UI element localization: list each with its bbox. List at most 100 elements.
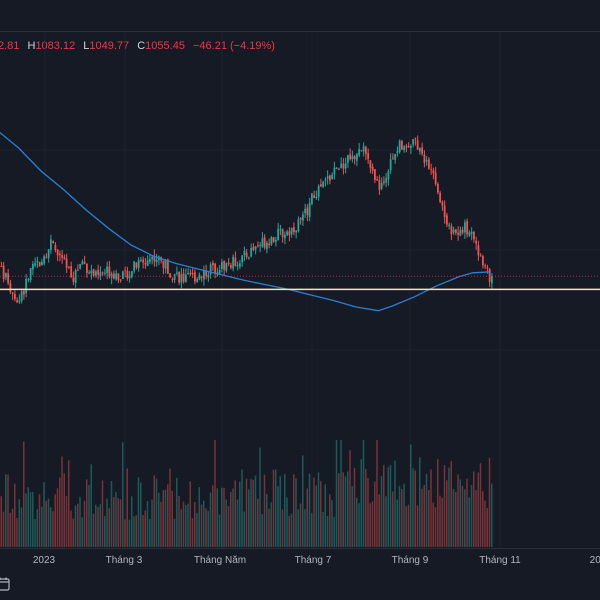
candle-body xyxy=(344,163,347,169)
volume-bar xyxy=(153,475,155,547)
candle-body xyxy=(142,259,145,263)
candle-body xyxy=(205,270,208,276)
candle-body xyxy=(97,269,100,275)
volume-bar xyxy=(365,468,367,547)
volume-bar xyxy=(322,512,324,547)
candle-body xyxy=(304,208,307,214)
candle-body xyxy=(464,222,466,233)
candle-body xyxy=(14,293,16,299)
volume-bar xyxy=(308,473,311,547)
volume-bar xyxy=(218,514,221,547)
volume-bar xyxy=(396,499,398,547)
candle-body xyxy=(266,242,268,250)
volume-bar xyxy=(295,478,297,547)
candle-body xyxy=(349,154,352,160)
volume-bar xyxy=(376,440,378,547)
candle-body xyxy=(369,160,372,168)
moving-average-line xyxy=(0,131,492,312)
candle-body xyxy=(5,273,7,278)
volume-bar xyxy=(398,485,401,547)
candle-body xyxy=(401,141,403,150)
volume-bar xyxy=(83,500,86,547)
volume-bar xyxy=(288,515,290,547)
candle-body xyxy=(43,256,46,264)
candle-body xyxy=(34,263,37,266)
volume-bar xyxy=(443,465,446,547)
candle-body xyxy=(403,146,406,151)
candle-body xyxy=(144,263,147,265)
volume-bar xyxy=(212,485,214,547)
candle-body xyxy=(470,231,473,234)
candle-body xyxy=(101,272,104,274)
candle-body xyxy=(353,156,356,160)
volume-bar xyxy=(108,508,110,547)
candle-body xyxy=(389,159,392,171)
volume-bar xyxy=(306,488,308,547)
volume-bar xyxy=(423,485,425,547)
candle-body xyxy=(68,266,70,268)
candle-body xyxy=(394,154,397,160)
candle-body xyxy=(313,195,316,199)
volume-bar xyxy=(135,515,137,547)
volume-bar xyxy=(104,516,106,547)
candle-body xyxy=(169,273,172,278)
volume-bar xyxy=(342,472,344,547)
candle-body xyxy=(72,277,75,282)
candle-body xyxy=(227,262,230,264)
candle-body xyxy=(468,232,471,236)
candle-body xyxy=(362,146,365,152)
candle-body xyxy=(428,159,430,169)
volume-bar xyxy=(173,518,176,547)
candle-body xyxy=(317,185,320,197)
volume-bar xyxy=(261,514,263,547)
volume-bar xyxy=(236,499,239,547)
volume-bar xyxy=(72,518,74,547)
candle-body xyxy=(450,226,453,235)
volume-bar xyxy=(263,474,266,547)
candle-body xyxy=(329,175,331,181)
candle-body xyxy=(36,260,39,263)
volume-bar xyxy=(362,440,365,547)
volume-bar xyxy=(7,474,9,547)
candle-body xyxy=(189,272,192,275)
volume-bar xyxy=(266,494,268,547)
volume-bar xyxy=(455,491,457,547)
candle-body xyxy=(9,283,12,292)
candle-body xyxy=(338,169,340,171)
candle-body xyxy=(124,270,127,272)
volume-bar xyxy=(356,497,358,547)
candle-body xyxy=(356,154,358,161)
candle-body xyxy=(374,169,376,180)
candle-body xyxy=(257,245,259,247)
candle-body xyxy=(52,240,55,244)
volume-bar xyxy=(9,512,11,547)
candle-body xyxy=(367,153,370,159)
candle-body xyxy=(185,274,187,283)
volume-bar xyxy=(479,463,482,547)
candle-body xyxy=(484,265,487,267)
volume-bar xyxy=(446,480,448,547)
candle-body xyxy=(324,179,327,181)
volume-bar xyxy=(378,494,380,547)
volume-bar xyxy=(414,470,416,547)
volume-bar xyxy=(270,502,272,547)
candle-body xyxy=(342,163,345,169)
volume-bar xyxy=(268,508,270,547)
candle-body xyxy=(212,262,214,266)
volume-bar xyxy=(32,491,34,547)
volume-bar xyxy=(333,516,335,547)
volume-bar xyxy=(68,460,70,547)
volume-bar xyxy=(416,505,419,547)
volume-bar xyxy=(331,500,333,547)
volume-bar xyxy=(178,495,180,547)
volume-bar xyxy=(457,474,459,547)
candle-body xyxy=(432,170,435,174)
calendar-icon[interactable] xyxy=(0,577,10,591)
candle-body xyxy=(293,227,295,233)
candle-body xyxy=(475,240,478,244)
volume-bar xyxy=(61,456,63,547)
volume-bar xyxy=(468,497,470,547)
candle-body xyxy=(491,276,493,284)
candle-body xyxy=(45,257,48,259)
